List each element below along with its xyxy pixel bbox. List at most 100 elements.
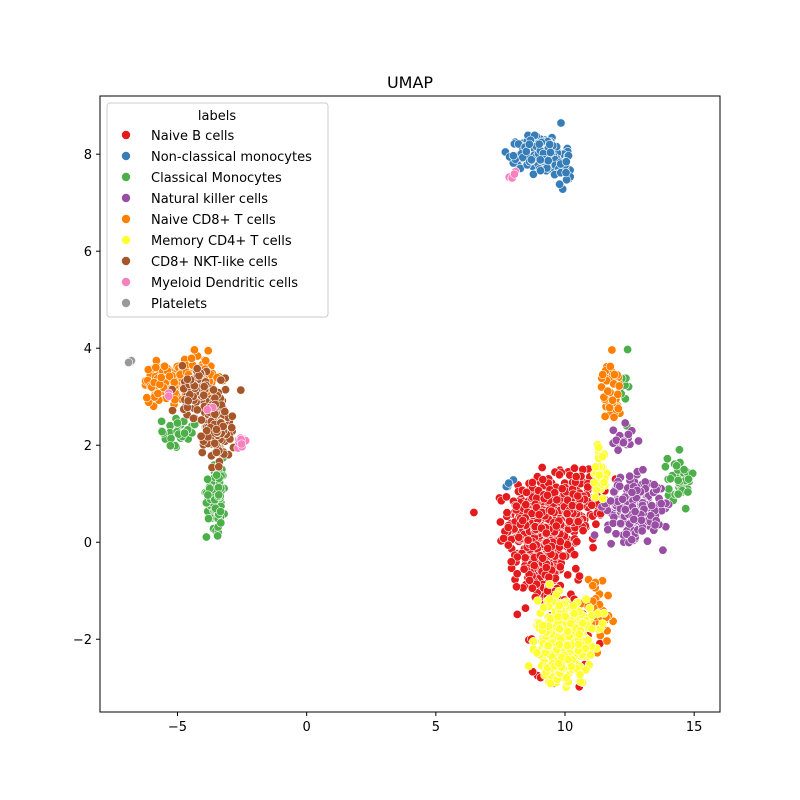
legend-marker (121, 277, 131, 287)
scatter-point (529, 561, 539, 571)
scatter-point (602, 636, 612, 646)
scatter-point (197, 447, 207, 457)
x-axis: −5 0 5 10 15 (168, 712, 702, 735)
scatter-point (581, 594, 591, 604)
legend: labels Naive B cells Non-classical monocy… (106, 102, 329, 318)
scatter-point (196, 431, 206, 441)
scatter-point (520, 603, 530, 613)
scatter-point (216, 506, 226, 516)
scatter-point (683, 474, 693, 484)
scatter-point (586, 650, 596, 660)
scatter-point (201, 356, 211, 366)
scatter-point (165, 441, 175, 451)
scatter-point (533, 596, 543, 606)
legend-label: Memory CD4+ T cells (151, 234, 292, 249)
scatter-point (637, 526, 647, 536)
y-tick-label: 6 (84, 245, 92, 260)
scatter-point (202, 426, 212, 436)
scatter-point (553, 612, 563, 622)
scatter-point (521, 487, 531, 497)
scatter-point (509, 169, 519, 179)
scatter-point (623, 344, 633, 354)
scatter-point (588, 543, 598, 553)
scatter-point (469, 507, 479, 517)
scatter-point (554, 470, 564, 480)
scatter-point (608, 395, 618, 405)
legend-marker (121, 151, 131, 161)
scatter-point (562, 509, 572, 519)
x-tick-label: 0 (303, 720, 311, 735)
scatter-point (189, 413, 199, 423)
series-3 (590, 418, 674, 555)
scatter-point (627, 535, 637, 545)
scatter-point (526, 155, 536, 165)
scatter-point (575, 669, 585, 679)
scatter-point (512, 552, 522, 562)
scatter-point (630, 507, 640, 517)
scatter-point (620, 418, 630, 428)
scatter-point (534, 139, 544, 149)
scatter-point (620, 505, 630, 515)
scatter-point (673, 489, 683, 499)
scatter-point (519, 564, 529, 574)
scatter-point (649, 480, 659, 490)
scatter-point (160, 361, 170, 371)
scatter-point (613, 445, 623, 455)
scatter-point (499, 533, 509, 543)
scatter-point (199, 382, 209, 392)
scatter-point (589, 478, 599, 488)
scatter-point (615, 481, 625, 491)
y-tick-label: 8 (84, 148, 92, 163)
scatter-point (662, 454, 672, 464)
scatter-point (554, 658, 564, 668)
scatter-point (674, 445, 684, 455)
scatter-point (603, 525, 613, 535)
scatter-point (625, 471, 635, 481)
scatter-point (638, 465, 648, 475)
scatter-point (609, 412, 619, 422)
scatter-point (545, 594, 555, 604)
scatter-point (569, 463, 579, 473)
scatter-point (647, 501, 657, 511)
scatter-point (611, 529, 621, 539)
y-axis: −2 0 2 4 6 8 (73, 148, 100, 648)
scatter-point (543, 543, 553, 553)
scatter-point (571, 564, 581, 574)
scatter-point (618, 438, 628, 448)
scatter-point (554, 600, 564, 610)
series-0 (469, 462, 620, 692)
scatter-point (599, 478, 609, 488)
legend-label: Natural killer cells (151, 192, 268, 207)
legend-label: Myeloid Dendritic cells (151, 276, 298, 291)
y-tick-label: 4 (84, 342, 92, 357)
scatter-point (557, 484, 567, 494)
scatter-point (573, 491, 583, 501)
scatter-point (538, 620, 548, 630)
scatter-point (573, 517, 583, 527)
scatter-point (555, 624, 565, 634)
scatter-point (157, 427, 167, 437)
scatter-point (538, 475, 548, 485)
scatter-point (151, 362, 161, 372)
legend-label: Non-classical monocytes (151, 150, 312, 165)
legend-label: CD8+ NKT-like cells (151, 255, 278, 270)
scatter-point (236, 385, 246, 395)
scatter-point (598, 370, 608, 380)
series-7 (164, 167, 520, 453)
scatter-point (511, 501, 521, 511)
scatter-point (164, 391, 174, 401)
scatter-point (525, 575, 535, 585)
scatter-point (658, 545, 668, 555)
scatter-point (673, 475, 683, 485)
scatter-point (608, 425, 618, 435)
scatter-point (189, 345, 199, 355)
scatter-point (203, 490, 213, 500)
legend-label: Classical Monocytes (151, 171, 282, 186)
scatter-point (210, 438, 220, 448)
scatter-point (214, 462, 224, 472)
scatter-point (563, 626, 573, 636)
scatter-point (590, 530, 600, 540)
x-tick-label: −5 (168, 720, 187, 735)
scatter-point (600, 411, 610, 421)
scatter-point (561, 168, 571, 178)
